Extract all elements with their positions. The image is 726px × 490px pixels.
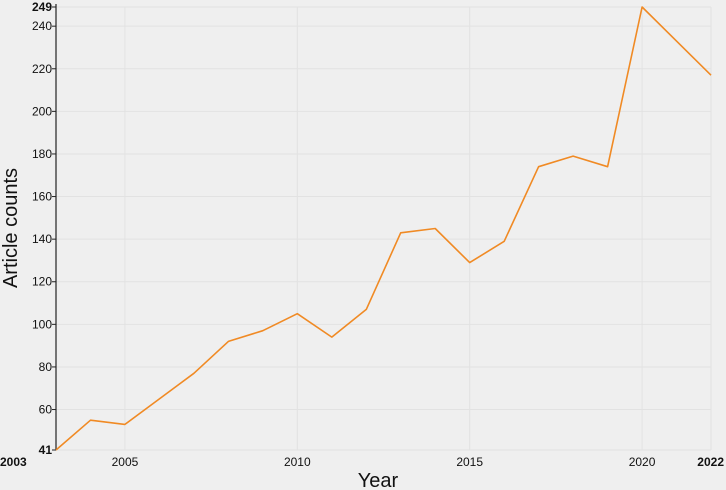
y-tick-labels: 41 60 80 100 120 140 160 180 200 220 240 249 bbox=[32, 0, 56, 457]
y-axis-title: Article counts bbox=[0, 168, 22, 288]
y-tick-label: 120 bbox=[32, 275, 52, 289]
x-tick-label: 2005 bbox=[112, 455, 139, 469]
y-tick-label: 41 bbox=[39, 443, 53, 457]
x-tick-label: 2010 bbox=[284, 455, 311, 469]
y-tick-label: 80 bbox=[39, 360, 53, 374]
y-tick-label: 60 bbox=[39, 403, 53, 417]
y-tick-label: 100 bbox=[32, 317, 52, 331]
y-tick-label: 140 bbox=[32, 232, 52, 246]
y-tick-label: 220 bbox=[32, 62, 52, 76]
y-tick-label: 160 bbox=[32, 190, 52, 204]
x-tick-label: 2015 bbox=[456, 455, 483, 469]
x-axis-title: Year bbox=[358, 470, 399, 490]
y-tick-label: 200 bbox=[32, 104, 52, 118]
y-tick-label: 240 bbox=[32, 19, 52, 33]
x-tick-label: 2003 bbox=[0, 455, 27, 469]
y-tick-label: 249 bbox=[32, 0, 52, 14]
series-line-0 bbox=[55, 6, 712, 451]
x-tick-label: 2020 bbox=[629, 455, 656, 469]
series-layer bbox=[55, 6, 712, 451]
y-tick-label: 180 bbox=[32, 147, 52, 161]
x-tick-labels: 2003 2005 2010 2015 2020 2022 bbox=[0, 455, 724, 469]
x-tick-label: 2022 bbox=[697, 455, 724, 469]
